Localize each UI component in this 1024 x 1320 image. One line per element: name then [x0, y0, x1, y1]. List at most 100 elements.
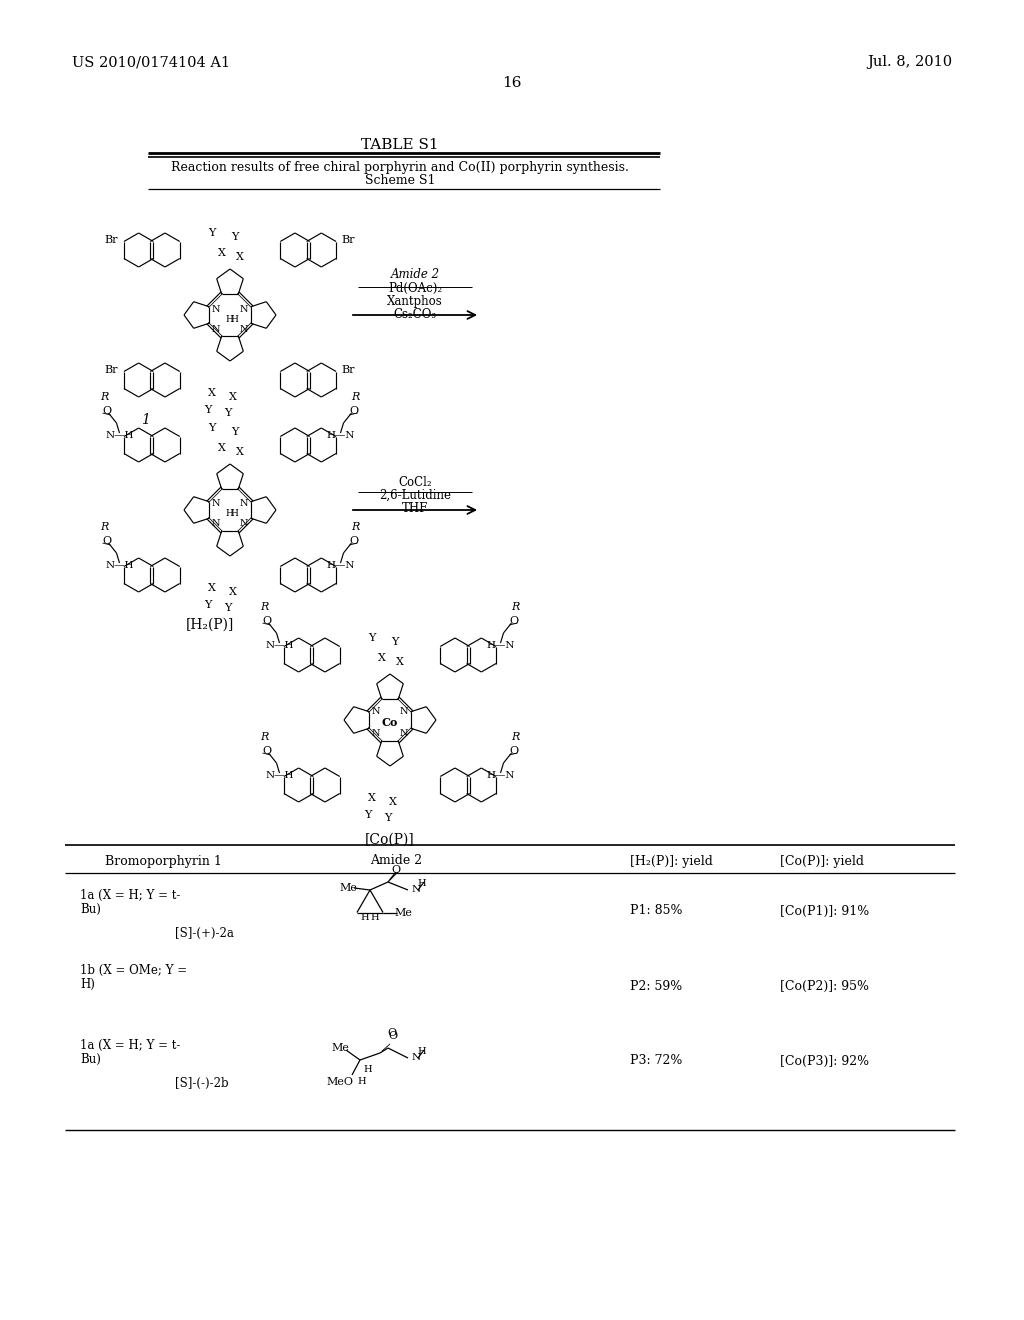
Text: Y: Y [208, 228, 216, 238]
Text: X: X [396, 657, 403, 667]
Text: X: X [208, 388, 216, 399]
Text: N: N [240, 305, 248, 314]
Text: R: R [100, 521, 109, 532]
Text: [Co(P1)]: 91%: [Co(P1)]: 91% [780, 904, 869, 917]
Text: X: X [237, 447, 244, 457]
Text: H: H [230, 510, 238, 519]
Text: H: H [225, 510, 232, 519]
Text: Y: Y [365, 810, 372, 820]
Text: Br: Br [342, 366, 355, 375]
Text: [S]-(+)-2a: [S]-(+)-2a [175, 927, 233, 940]
Text: P3: 72%: P3: 72% [630, 1055, 682, 1068]
Text: Amide 2: Amide 2 [370, 854, 422, 867]
Text: H: H [418, 1048, 426, 1056]
Text: Y: Y [205, 405, 212, 414]
Text: P1: 85%: P1: 85% [630, 904, 683, 917]
Text: O: O [509, 746, 518, 756]
Text: Me: Me [331, 1043, 349, 1053]
Text: [H₂(P)]: yield: [H₂(P)]: yield [630, 854, 713, 867]
Text: X: X [218, 444, 226, 453]
Text: X: X [229, 587, 237, 597]
Text: Y: Y [224, 408, 231, 418]
Text: [Co(P)]: [Co(P)] [366, 833, 415, 847]
Text: 1b (X = OMe; Y =: 1b (X = OMe; Y = [80, 964, 187, 977]
Text: Br: Br [104, 235, 119, 246]
Text: Bu): Bu) [80, 1052, 101, 1065]
Text: [H₂(P)]: [H₂(P)] [185, 618, 234, 632]
Text: MeO: MeO [327, 1077, 353, 1086]
Text: Br: Br [342, 235, 355, 246]
Text: O: O [102, 407, 111, 416]
Text: Y: Y [208, 422, 216, 433]
Text: N: N [212, 325, 220, 334]
Text: N: N [212, 520, 220, 528]
Text: X: X [218, 248, 226, 257]
Text: O: O [349, 536, 358, 546]
Text: Pd(OAc)₂: Pd(OAc)₂ [388, 281, 442, 294]
Text: N—H: N—H [265, 771, 294, 780]
Text: R: R [100, 392, 109, 403]
Text: N: N [240, 520, 248, 528]
Text: Y: Y [231, 232, 239, 242]
Text: O: O [102, 536, 111, 546]
Text: N—H: N—H [105, 430, 134, 440]
Text: 1: 1 [140, 413, 150, 426]
Text: H: H [418, 879, 426, 888]
Text: 16: 16 [502, 77, 522, 90]
Text: N: N [212, 305, 220, 314]
Text: H: H [230, 314, 238, 323]
Text: X: X [208, 583, 216, 593]
Text: 1a (X = H; Y = t-: 1a (X = H; Y = t- [80, 1039, 180, 1052]
Text: Y: Y [231, 426, 239, 437]
Text: X: X [389, 797, 397, 807]
Text: Y: Y [224, 603, 231, 612]
Text: Y: Y [369, 634, 376, 643]
Text: N: N [399, 708, 409, 717]
Text: [Co(P)]: yield: [Co(P)]: yield [780, 854, 864, 867]
Text: O: O [388, 1031, 397, 1041]
Text: Co: Co [382, 718, 398, 729]
Text: O: O [387, 1028, 396, 1038]
Text: R: R [260, 733, 268, 742]
Text: Br: Br [104, 366, 119, 375]
Text: Xantphos: Xantphos [387, 294, 442, 308]
Text: CoCl₂: CoCl₂ [398, 475, 432, 488]
Text: Bromoporphyrin 1: Bromoporphyrin 1 [105, 854, 222, 867]
Text: O: O [262, 746, 271, 756]
Text: N: N [372, 708, 380, 717]
Text: X: X [378, 653, 386, 663]
Text: Me: Me [394, 908, 412, 917]
Text: N: N [372, 730, 380, 738]
Text: US 2010/0174104 A1: US 2010/0174104 A1 [72, 55, 230, 69]
Text: H: H [357, 1077, 367, 1086]
Text: [Co(P3)]: 92%: [Co(P3)]: 92% [780, 1055, 869, 1068]
Text: O: O [509, 616, 518, 626]
Text: Cs₂CO₃: Cs₂CO₃ [393, 308, 436, 321]
Text: N—H: N—H [105, 561, 134, 569]
Text: Y: Y [391, 638, 398, 647]
Text: H: H [364, 1065, 373, 1074]
Text: N: N [412, 886, 421, 895]
Text: THF: THF [401, 502, 428, 515]
Text: H: H [371, 913, 379, 921]
Text: TABLE S1: TABLE S1 [361, 139, 439, 152]
Text: Me: Me [339, 883, 357, 894]
Text: R: R [511, 733, 520, 742]
Text: X: X [237, 252, 244, 261]
Text: O: O [391, 865, 400, 875]
Text: O: O [262, 616, 271, 626]
Text: [Co(P2)]: 95%: [Co(P2)]: 95% [780, 979, 869, 993]
Text: Amide 2: Amide 2 [390, 268, 439, 281]
Text: X: X [368, 793, 376, 803]
Text: P2: 59%: P2: 59% [630, 979, 682, 993]
Text: Y: Y [384, 813, 392, 822]
Text: N: N [240, 325, 248, 334]
Text: Y: Y [205, 601, 212, 610]
Text: N: N [412, 1053, 421, 1063]
Text: 2,6-Lutidine: 2,6-Lutidine [379, 488, 451, 502]
Text: R: R [351, 521, 359, 532]
Text: O: O [349, 407, 358, 416]
Text: H: H [225, 314, 232, 323]
Text: 1a (X = H; Y = t-: 1a (X = H; Y = t- [80, 888, 180, 902]
Text: H: H [360, 913, 370, 921]
